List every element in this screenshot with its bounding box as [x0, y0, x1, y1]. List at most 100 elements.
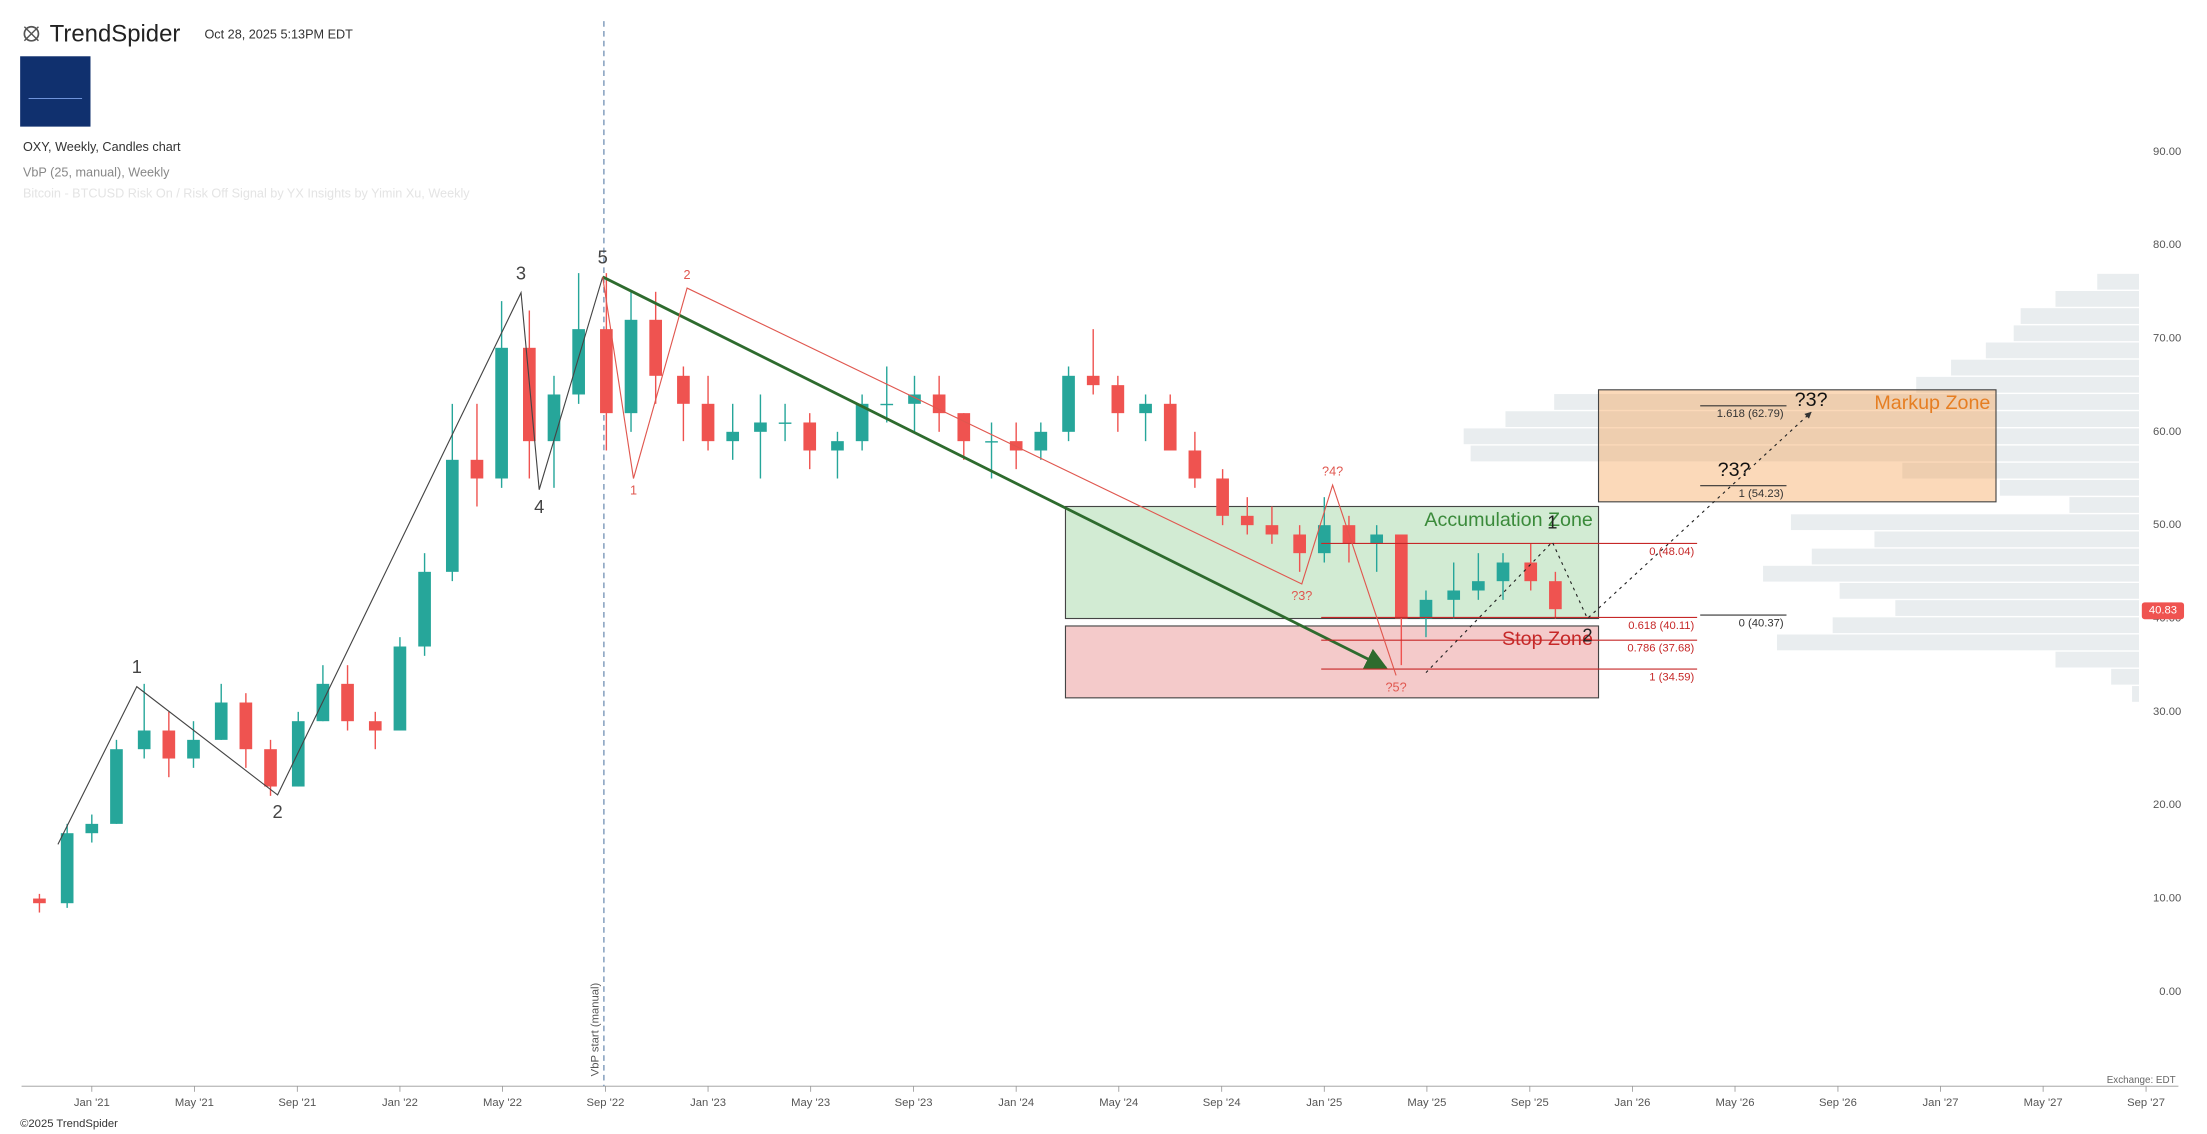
candle-body [778, 422, 792, 424]
x-tick-label: Jan '24 [998, 1097, 1034, 1109]
indicator-note: Bitcoin - BTCUSD Risk On / Risk Off Sign… [23, 187, 470, 201]
candle-body [957, 413, 971, 442]
candle-body [418, 571, 431, 647]
candle-body [624, 319, 638, 414]
candle-body [33, 898, 46, 904]
candle-body [1394, 534, 1408, 619]
vbp-bar [1839, 582, 2140, 599]
candle-body [726, 431, 740, 442]
candle-body [1034, 431, 1048, 451]
vbp-bar [2055, 291, 2140, 307]
candle-body [1139, 403, 1152, 414]
vbp-bar [1811, 548, 2140, 565]
brand: TrendSpider [50, 20, 181, 47]
x-tick-label: Sep '24 [1203, 1097, 1241, 1109]
candle-body [1293, 534, 1306, 554]
wave-line [602, 276, 1397, 676]
candle-body [1317, 525, 1331, 554]
exchange: Exchange: EDT [2107, 1075, 2176, 1086]
x-tick-label: May '23 [791, 1097, 830, 1109]
candle-body [85, 823, 99, 834]
y-tick-label: 70.00 [2153, 332, 2181, 344]
candle-body [649, 319, 663, 376]
vbp-bar [2069, 497, 2140, 513]
candle-body [1216, 478, 1229, 516]
vbp-bar [1790, 514, 2140, 531]
wave-label: 4 [534, 496, 544, 517]
chart-title: OXY, Weekly, Candles chart [23, 140, 181, 154]
vbp-start-label: VbP start (manual) [589, 982, 601, 1076]
y-tick-label: 90.00 [2153, 146, 2181, 158]
candle-body [368, 721, 382, 731]
candle-body [932, 394, 946, 414]
candle-body [1447, 590, 1461, 600]
x-tick-label: Jan '23 [690, 1097, 726, 1109]
logo-mark [23, 25, 40, 42]
candle-body [754, 422, 767, 432]
vbp-bar [1999, 479, 2140, 496]
vbp-bar [1776, 634, 2140, 651]
wave-label: 2 [684, 268, 691, 282]
wave-label: ?5? [1386, 680, 1407, 694]
x-tick-label: Jan '27 [1923, 1097, 1959, 1109]
candle-body [600, 329, 613, 414]
vbp-bar [2013, 325, 2140, 342]
candle-body [803, 422, 817, 451]
candle-body [162, 730, 176, 759]
wave-label: 2 [1582, 625, 1592, 646]
fib-label: 1 (34.59) [1649, 671, 1694, 683]
vbp-bar [1505, 411, 2140, 428]
candle-body [1496, 562, 1510, 582]
candle-body [908, 394, 921, 404]
y-tick-label: 50.00 [2153, 519, 2181, 531]
vbp-bar [2132, 686, 2140, 702]
x-tick-label: Sep '23 [895, 1097, 933, 1109]
candle-body [214, 702, 228, 740]
x-tick-label: May '25 [1407, 1097, 1446, 1109]
annotation: ?3? [1795, 389, 1828, 411]
vbp-bar [2111, 668, 2140, 685]
candle-body [572, 329, 585, 395]
fib-label: 1 (54.23) [1739, 488, 1784, 500]
last-price-label: 40.83 [2149, 605, 2177, 617]
wave-label: 1 [1547, 512, 1557, 533]
candle-body [880, 403, 894, 406]
x-tick-label: Sep '27 [2127, 1097, 2165, 1109]
vbp-bar [1951, 359, 2140, 376]
candle-body [855, 403, 869, 442]
candle-body [1549, 581, 1562, 610]
wave-label: 1 [630, 483, 637, 497]
vbp-bar [1916, 376, 2140, 393]
vbp-bar [1902, 462, 2140, 479]
candle-body [60, 833, 74, 904]
x-tick-label: May '21 [175, 1097, 214, 1109]
wave-line [57, 276, 604, 845]
zone [1064, 505, 1600, 620]
candle-body [495, 347, 508, 479]
y-tick-label: 0.00 [2159, 986, 2181, 998]
candle-body [1163, 403, 1177, 451]
vbp-bar [2097, 273, 2140, 290]
annotation: ?3? [1718, 459, 1751, 481]
timestamp: Oct 28, 2025 5:13PM EDT [204, 28, 353, 42]
candle-body [137, 730, 151, 750]
vbp-bar [1985, 342, 2140, 359]
vbp-bar [1895, 600, 2140, 616]
candle-body [547, 394, 561, 442]
y-tick-label: 80.00 [2153, 239, 2181, 251]
x-tick-label: Sep '25 [1511, 1097, 1549, 1109]
candle-body [1524, 562, 1538, 582]
candle-body [110, 749, 123, 824]
x-tick-label: Jan '21 [74, 1097, 110, 1109]
vbp-bar [1763, 565, 2140, 582]
fib-label: 0 (40.37) [1739, 617, 1784, 629]
candle-body [341, 683, 354, 722]
x-tick-label: May '22 [483, 1097, 522, 1109]
zone-label: Accumulation Zone [1424, 509, 1593, 531]
candle-body [264, 749, 277, 787]
vbp-bar [1832, 617, 2140, 634]
x-tick-label: Jan '26 [1614, 1097, 1650, 1109]
chart-subtitle: VbP (25, manual), Weekly [23, 165, 170, 179]
